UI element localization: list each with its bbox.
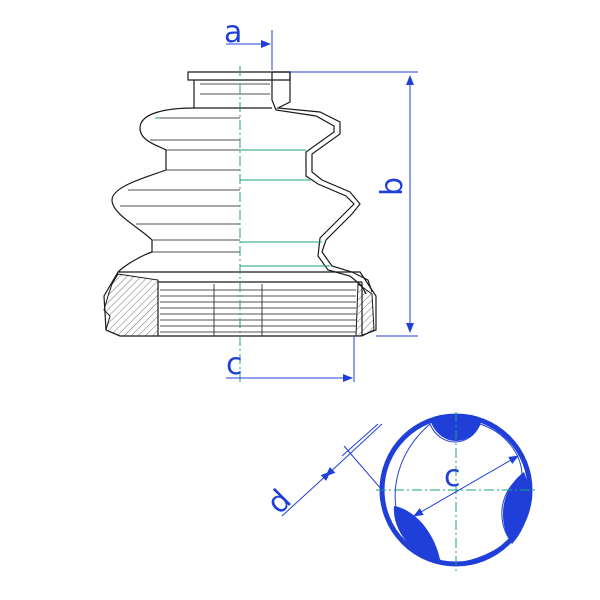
dimension-b: b	[290, 71, 418, 337]
label-a: a	[224, 15, 242, 50]
dimension-a: a	[224, 15, 273, 70]
dimension-c-side: c	[226, 336, 355, 382]
label-d: d	[260, 483, 298, 521]
label-c-section: c	[444, 459, 461, 494]
boot-side-view	[103, 66, 377, 382]
label-b: b	[375, 177, 410, 196]
section-view: c d	[260, 412, 538, 572]
label-c-side: c	[226, 347, 243, 382]
serration-lines	[160, 284, 356, 336]
